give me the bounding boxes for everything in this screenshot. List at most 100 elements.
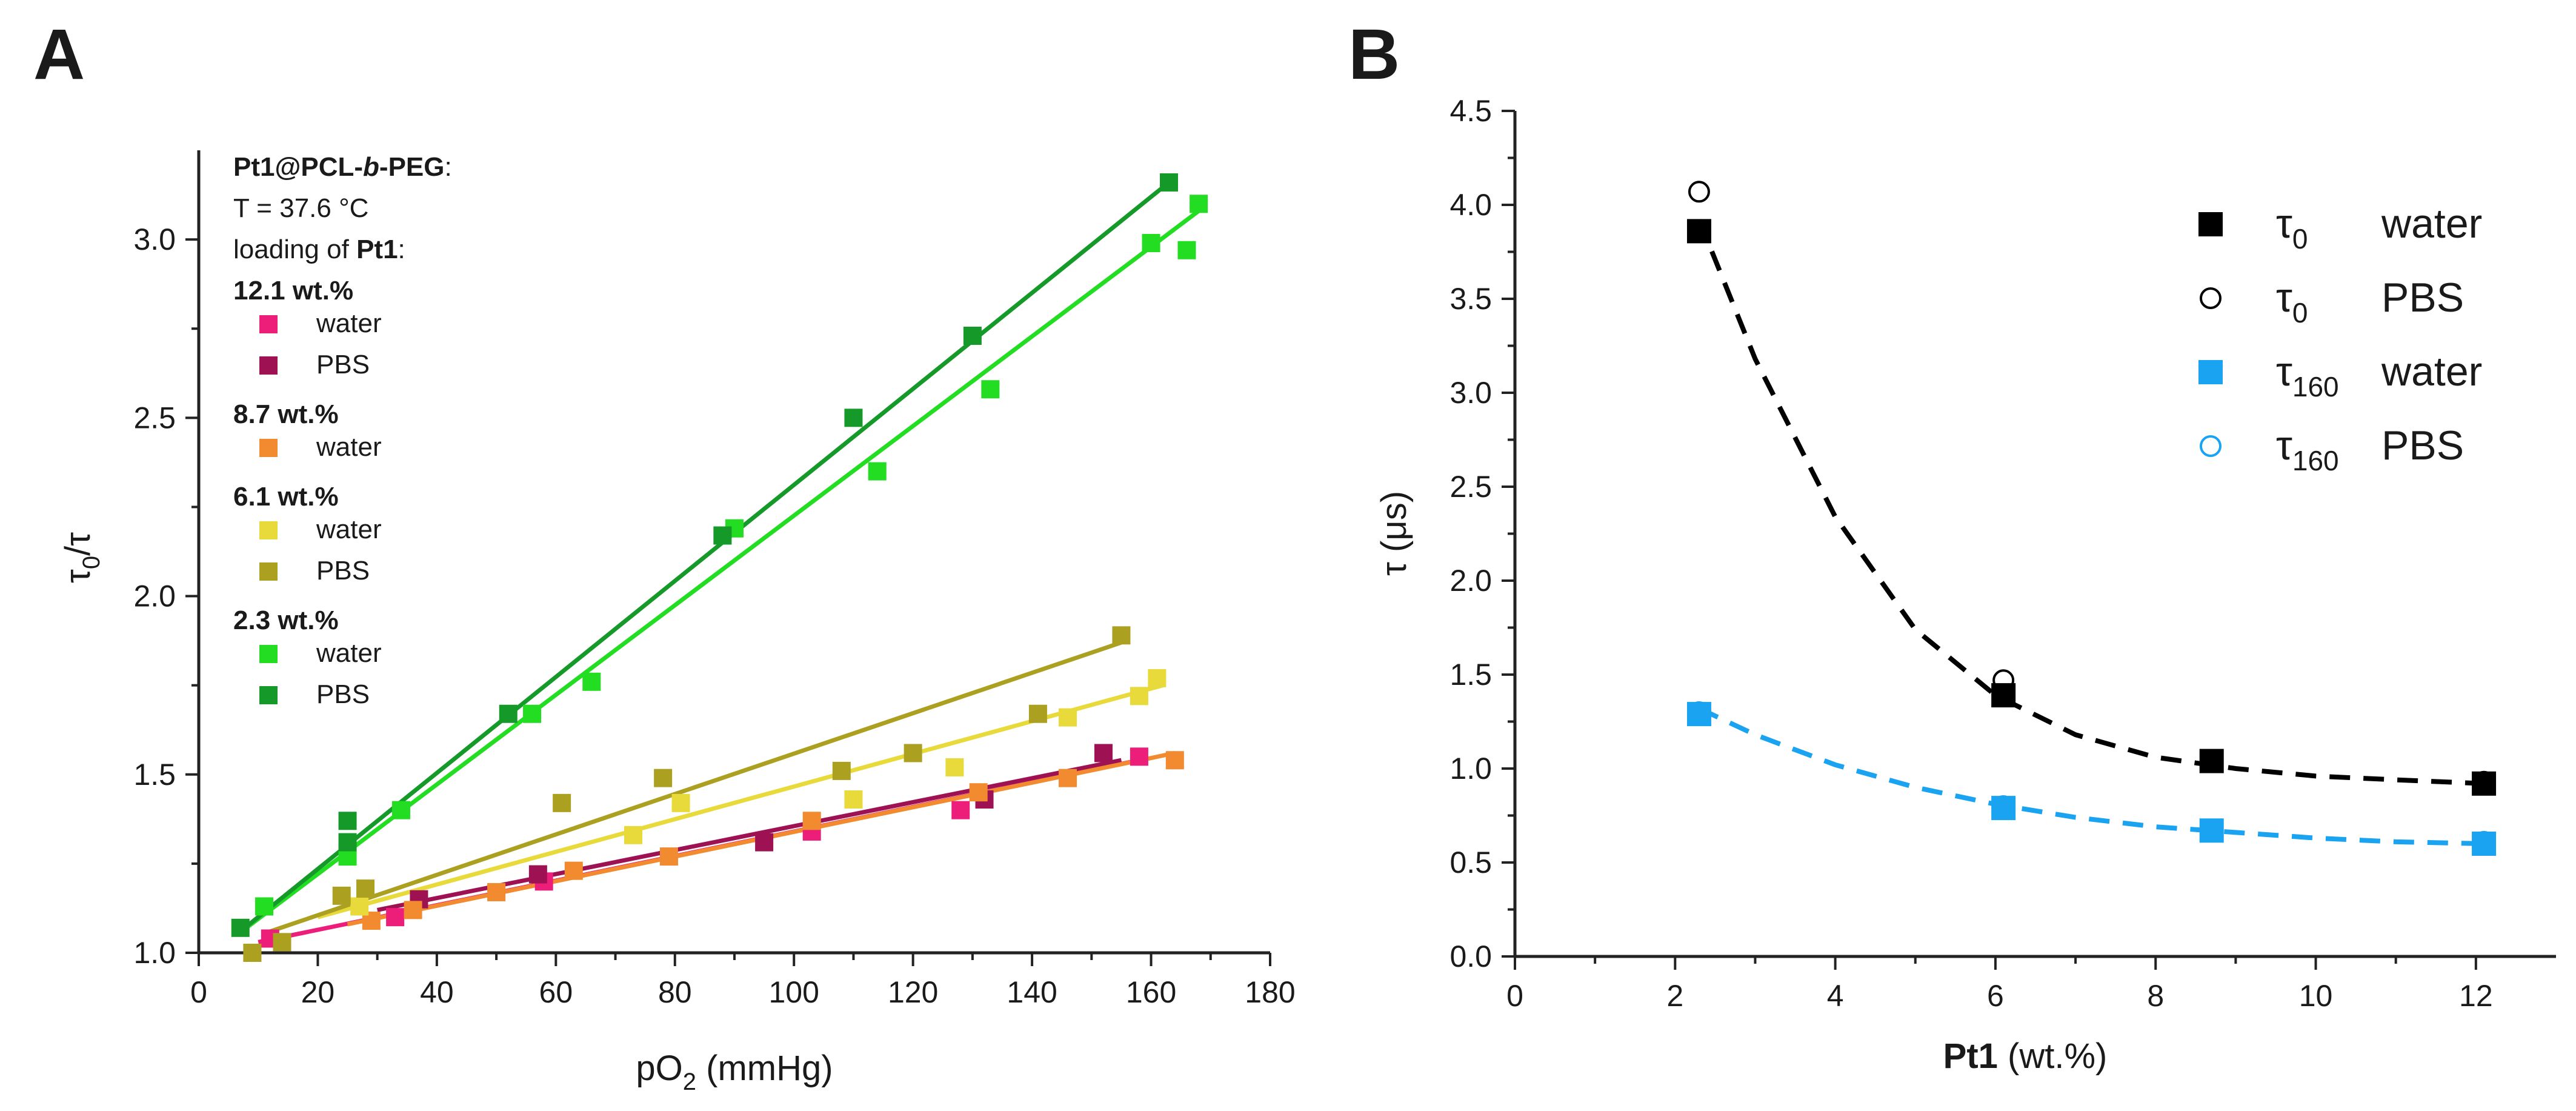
panel-a-x-tick-label: 160: [1126, 975, 1176, 1009]
panel-a-legend-series-label: water: [316, 515, 382, 544]
panel-a-legend-title: Pt1@PCL-b-PEG:: [233, 152, 452, 182]
panel-a-ylabel-main: τ: [58, 569, 98, 583]
panel-a-legend-series-label: PBS: [316, 556, 370, 586]
panel-a-ylabel-sub: 0: [78, 556, 105, 569]
legend-tau-subscript: 160: [2292, 445, 2339, 476]
panel-a-legend-series-label: water: [316, 309, 382, 338]
legend-title-tail: :: [445, 152, 452, 182]
panel-b-legend-marker: [2200, 435, 2222, 457]
panel-a-data-point: [255, 897, 274, 916]
legend-tau-subscript: 0: [2292, 223, 2308, 255]
panel-a-x-tick-label: 180: [1245, 975, 1295, 1009]
panel-a-fit-line: [245, 209, 1200, 930]
panel-a-legend-swatch: [259, 521, 278, 539]
panel-a-data-point: [1059, 708, 1077, 727]
panel-b-y-tick-label: 3.5: [1449, 282, 1492, 316]
panel-b-legend-marker: [2200, 287, 2222, 309]
panel-a-data-point: [404, 901, 422, 919]
panel-a-data-point: [391, 801, 410, 819]
panel-a-data-point: [945, 758, 964, 777]
panel-a-x-tick-label: 60: [539, 975, 573, 1009]
panel-b-y-tick-label: 0.0: [1449, 939, 1492, 973]
panel-a-data-points: [231, 173, 1208, 962]
panel-a-data-point: [713, 526, 732, 545]
panel-b-x-tick-label: 4: [1827, 979, 1844, 1013]
panel-b-data-point: [2199, 749, 2224, 773]
panel-a-data-point: [659, 847, 678, 866]
panel-b-legend-marker: [2198, 360, 2223, 384]
panel-b: B 0 2 4 6 8 10 12 0.0 0.5 1.0 1.5 2.0 2.5 3.0 3.5 4.0 4…: [1348, 15, 2556, 1076]
panel-a-data-point: [1028, 704, 1047, 723]
panel-b-x-tick-label: 2: [1666, 979, 1683, 1013]
panel-a-data-point: [1165, 751, 1184, 770]
panel-a-x-ticks: 0 20 40 60 80 100 120 140 160 180: [190, 953, 1296, 1009]
panel-b-data-point: [2473, 770, 2495, 793]
panel-a-data-point: [654, 769, 673, 787]
panel-a-data-point: [487, 882, 506, 901]
panel-a-data-point: [951, 801, 970, 819]
panel-a-x-axis-label: pO2 (mmHg): [636, 1049, 833, 1095]
panel-a-data-point: [582, 672, 601, 691]
panel-a-data-point: [624, 826, 643, 844]
panel-b-legend-marker: [2198, 212, 2223, 236]
panel-a-data-point: [755, 833, 774, 852]
panel-a-data-point: [338, 812, 357, 830]
panel-b-xlabel-bold: Pt1: [1943, 1036, 1998, 1076]
panel-a-legend-series-label: water: [316, 638, 382, 668]
panel-b-letter: B: [1348, 15, 1400, 95]
panel-a-y-tick-label: 1.0: [133, 936, 176, 970]
panel-a-legend-swatch: [259, 562, 278, 581]
panel-a-xlabel-main: pO: [636, 1049, 682, 1088]
panel-a-legend-series-label: water: [316, 432, 382, 462]
panel-a-data-point: [844, 409, 863, 427]
panel-a-ylabel-rest: /τ: [58, 532, 98, 556]
panel-a-data-point: [904, 744, 922, 762]
panel-a-data-point: [844, 790, 863, 809]
panel-a-data-point: [231, 918, 250, 937]
panel-a-data-point: [338, 833, 357, 852]
panel-a-data-point: [386, 908, 405, 927]
panel-a-data-point: [1177, 241, 1196, 259]
legend-tau-symbol: τ: [2276, 422, 2292, 469]
panel-b-fit-curve: [1698, 706, 2484, 846]
panel-a-data-point: [1094, 744, 1113, 762]
panel-b-data-point: [2199, 818, 2224, 843]
loading-suffix: :: [398, 235, 405, 264]
panel-a-x-tick-label: 40: [420, 975, 454, 1009]
panel-a-legend-group-label: 2.3 wt.%: [233, 606, 339, 635]
panel-b-legend-label: τ160 PBS: [2276, 422, 2464, 476]
panel-a-legend-swatch: [259, 645, 278, 663]
panel-a-letter: A: [33, 15, 85, 95]
panel-a-data-point: [1148, 669, 1167, 687]
panel-b-y-tick-label: 4.0: [1449, 188, 1492, 222]
panel-a-fit-line: [269, 640, 1122, 934]
panel-b-y-tick-label: 4.5: [1449, 94, 1492, 128]
panel-b-fit-curves: [1697, 219, 2484, 846]
panel-b-y-tick-label: 2.0: [1449, 564, 1492, 598]
legend-tau-subscript: 160: [2292, 371, 2339, 402]
panel-a-legend-swatch: [259, 356, 278, 375]
panel-b-x-tick-label: 6: [1987, 979, 2004, 1013]
legend-title-suffix: -PEG: [379, 152, 445, 182]
legend-tau-symbol: τ: [2276, 201, 2292, 247]
panel-b-legend-label: τ160 water: [2276, 349, 2482, 402]
legend-medium: water: [2381, 201, 2482, 247]
panel-a-temperature: T = 37.6 °C: [233, 193, 368, 223]
panel-b-data-point: [1688, 701, 1710, 723]
panel-a-x-tick-label: 80: [658, 975, 692, 1009]
panel-a-data-point: [356, 879, 375, 898]
panel-b-data-point: [1688, 181, 1710, 203]
panel-a-axes: [197, 150, 1270, 955]
panel-b-y-axis-label: τ (μs): [1374, 491, 1414, 576]
panel-a-data-point: [1130, 687, 1148, 706]
panel-a-y-ticks: 1.0 1.5 2.0 2.5 3.0: [133, 222, 199, 970]
panel-a: A 0 20 40 60 80 100 120 140 160 180 1.01.52.02.53…: [33, 15, 1296, 1095]
panel-a-data-point: [1190, 195, 1208, 213]
panel-a-fit-line: [317, 683, 1164, 919]
panel-a-legend: Pt1@PCL-b-PEG: T = 37.6 °C loading of Pt…: [233, 152, 452, 709]
legend-tau-symbol: τ: [2276, 349, 2292, 395]
panel-b-legend-label: τ0 water: [2276, 201, 2482, 255]
panel-a-y-axis-label: τ0/τ: [58, 532, 105, 583]
panel-a-data-point: [273, 933, 291, 952]
